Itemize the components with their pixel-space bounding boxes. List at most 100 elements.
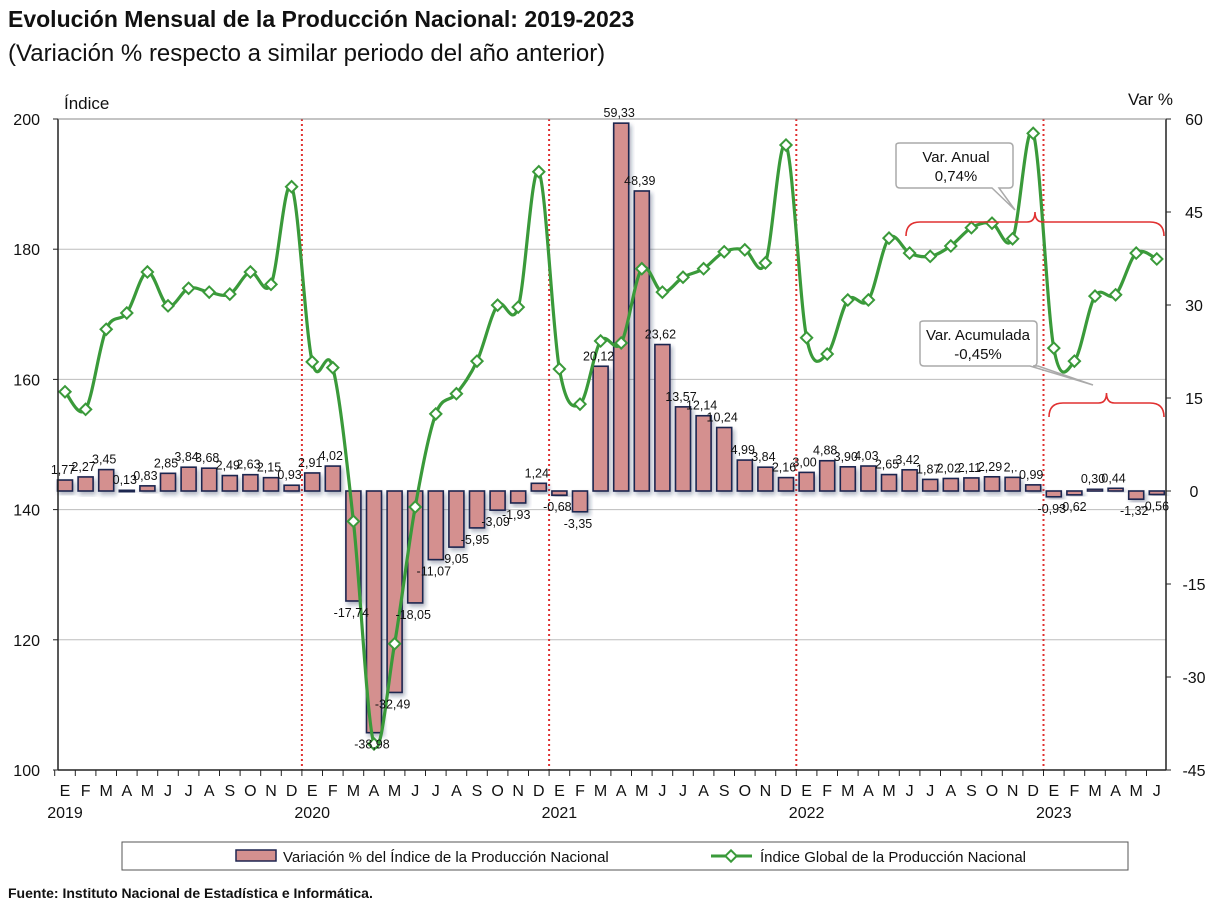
index-marker [1129,246,1144,261]
bar-data-label: 23,62 [645,328,676,342]
index-marker [675,270,691,285]
index-marker [531,164,546,179]
bar-data-label: 4,03 [854,449,878,463]
index-marker [984,216,1000,231]
year-label: 2023 [1036,805,1072,822]
left-tick-label: 100 [13,763,40,780]
index-marker [1046,341,1061,356]
bar [283,484,300,492]
bar-data-label: 3,68 [195,451,219,465]
bar [489,490,506,511]
index-marker [696,261,711,276]
month-label: J [432,783,440,800]
bar-data-label: 2,02 [937,461,961,475]
month-label: M [1130,783,1143,800]
bar-data-label: 3,90 [834,450,858,464]
index-marker [202,285,217,300]
bar-data-label: 2,29 [978,460,1002,474]
index-marker [593,333,608,349]
bar [200,467,218,492]
bar-data-label: 2,65 [875,458,899,472]
index-marker [325,360,340,375]
bar [530,482,548,492]
index-marker [943,238,958,254]
right-tick-label: 60 [1185,112,1203,129]
month-label: A [1110,783,1121,800]
bar [880,473,898,492]
index-marker [1067,354,1082,369]
bar-data-label: -0,56 [1141,499,1170,513]
month-label: M [594,783,607,800]
page-title: Evolución Mensual de la Producción Nacio… [8,6,635,32]
index-marker [408,499,423,515]
bar-data-label: -17,74 [334,606,369,620]
right-tick-label: -15 [1182,577,1205,594]
bar-data-label: -5,95 [461,533,490,547]
bar [180,466,197,492]
bar [757,466,774,492]
bar-data-label: -0,62 [1058,500,1087,514]
month-label: J [1153,783,1161,800]
legend-bar-swatch [235,849,277,862]
bar [860,465,877,492]
month-label: O [244,783,256,800]
month-label: S [224,783,235,800]
bar [1148,490,1166,496]
bar-data-label: 48,39 [624,174,655,188]
bar-data-label: 13,57 [665,390,696,404]
bar [1086,488,1104,492]
index-marker [758,255,773,270]
page-subtitle: (Variación % respecto a similar periodo … [8,40,606,67]
cumulative-callout-title: Var. Acumulada [926,327,1031,344]
index-marker [119,305,134,321]
bar-data-label: 0,13 [113,473,137,487]
bar [818,459,836,492]
month-label: S [966,783,977,800]
index-marker [263,277,279,292]
month-label: S [719,783,730,800]
bar [1024,484,1042,492]
left-tick-label: 160 [13,372,40,389]
index-marker [1149,251,1164,267]
bar-data-label: -0,93 [1038,502,1067,516]
legend-line-label: Índice Global de la Producción Nacional [760,849,1026,866]
bar [221,474,239,492]
right-tick-label: -45 [1182,763,1205,780]
month-label: S [472,783,483,800]
month-label: F [575,783,585,800]
bar [983,476,1001,492]
month-label: J [679,783,687,800]
bar [1127,490,1145,500]
bar-data-label: 2,16 [772,461,796,475]
year-label: 2019 [47,805,83,822]
bar [242,473,259,492]
bar [324,465,342,492]
right-tick-label: 45 [1185,205,1203,222]
index-marker [820,346,835,362]
month-label: J [411,783,419,800]
year-label: 2021 [542,805,578,822]
bar-data-label: 2,63 [236,458,260,472]
bar-data-label: 3,84 [751,450,775,464]
bar [97,468,115,492]
month-label: D [780,783,792,800]
month-label: A [945,783,956,800]
index-marker [222,287,237,302]
bar-data-label: 2,85 [154,456,178,470]
bar [139,485,156,492]
bar [1004,476,1021,492]
index-marker [614,335,629,351]
index-marker [181,281,196,296]
index-marker [861,292,876,308]
bar-data-label: 3,45 [92,453,116,467]
bar-data-label: -1,93 [502,508,531,522]
bar [921,478,939,492]
index-marker [1005,231,1020,246]
index-marker [346,514,361,529]
right-tick-label: 15 [1185,391,1203,408]
legend-bar-label: Variación % del Índice de la Producción … [283,849,609,866]
bar [715,426,733,492]
month-label: D [533,783,545,800]
bar-data-label: 0,30 [1081,472,1105,486]
